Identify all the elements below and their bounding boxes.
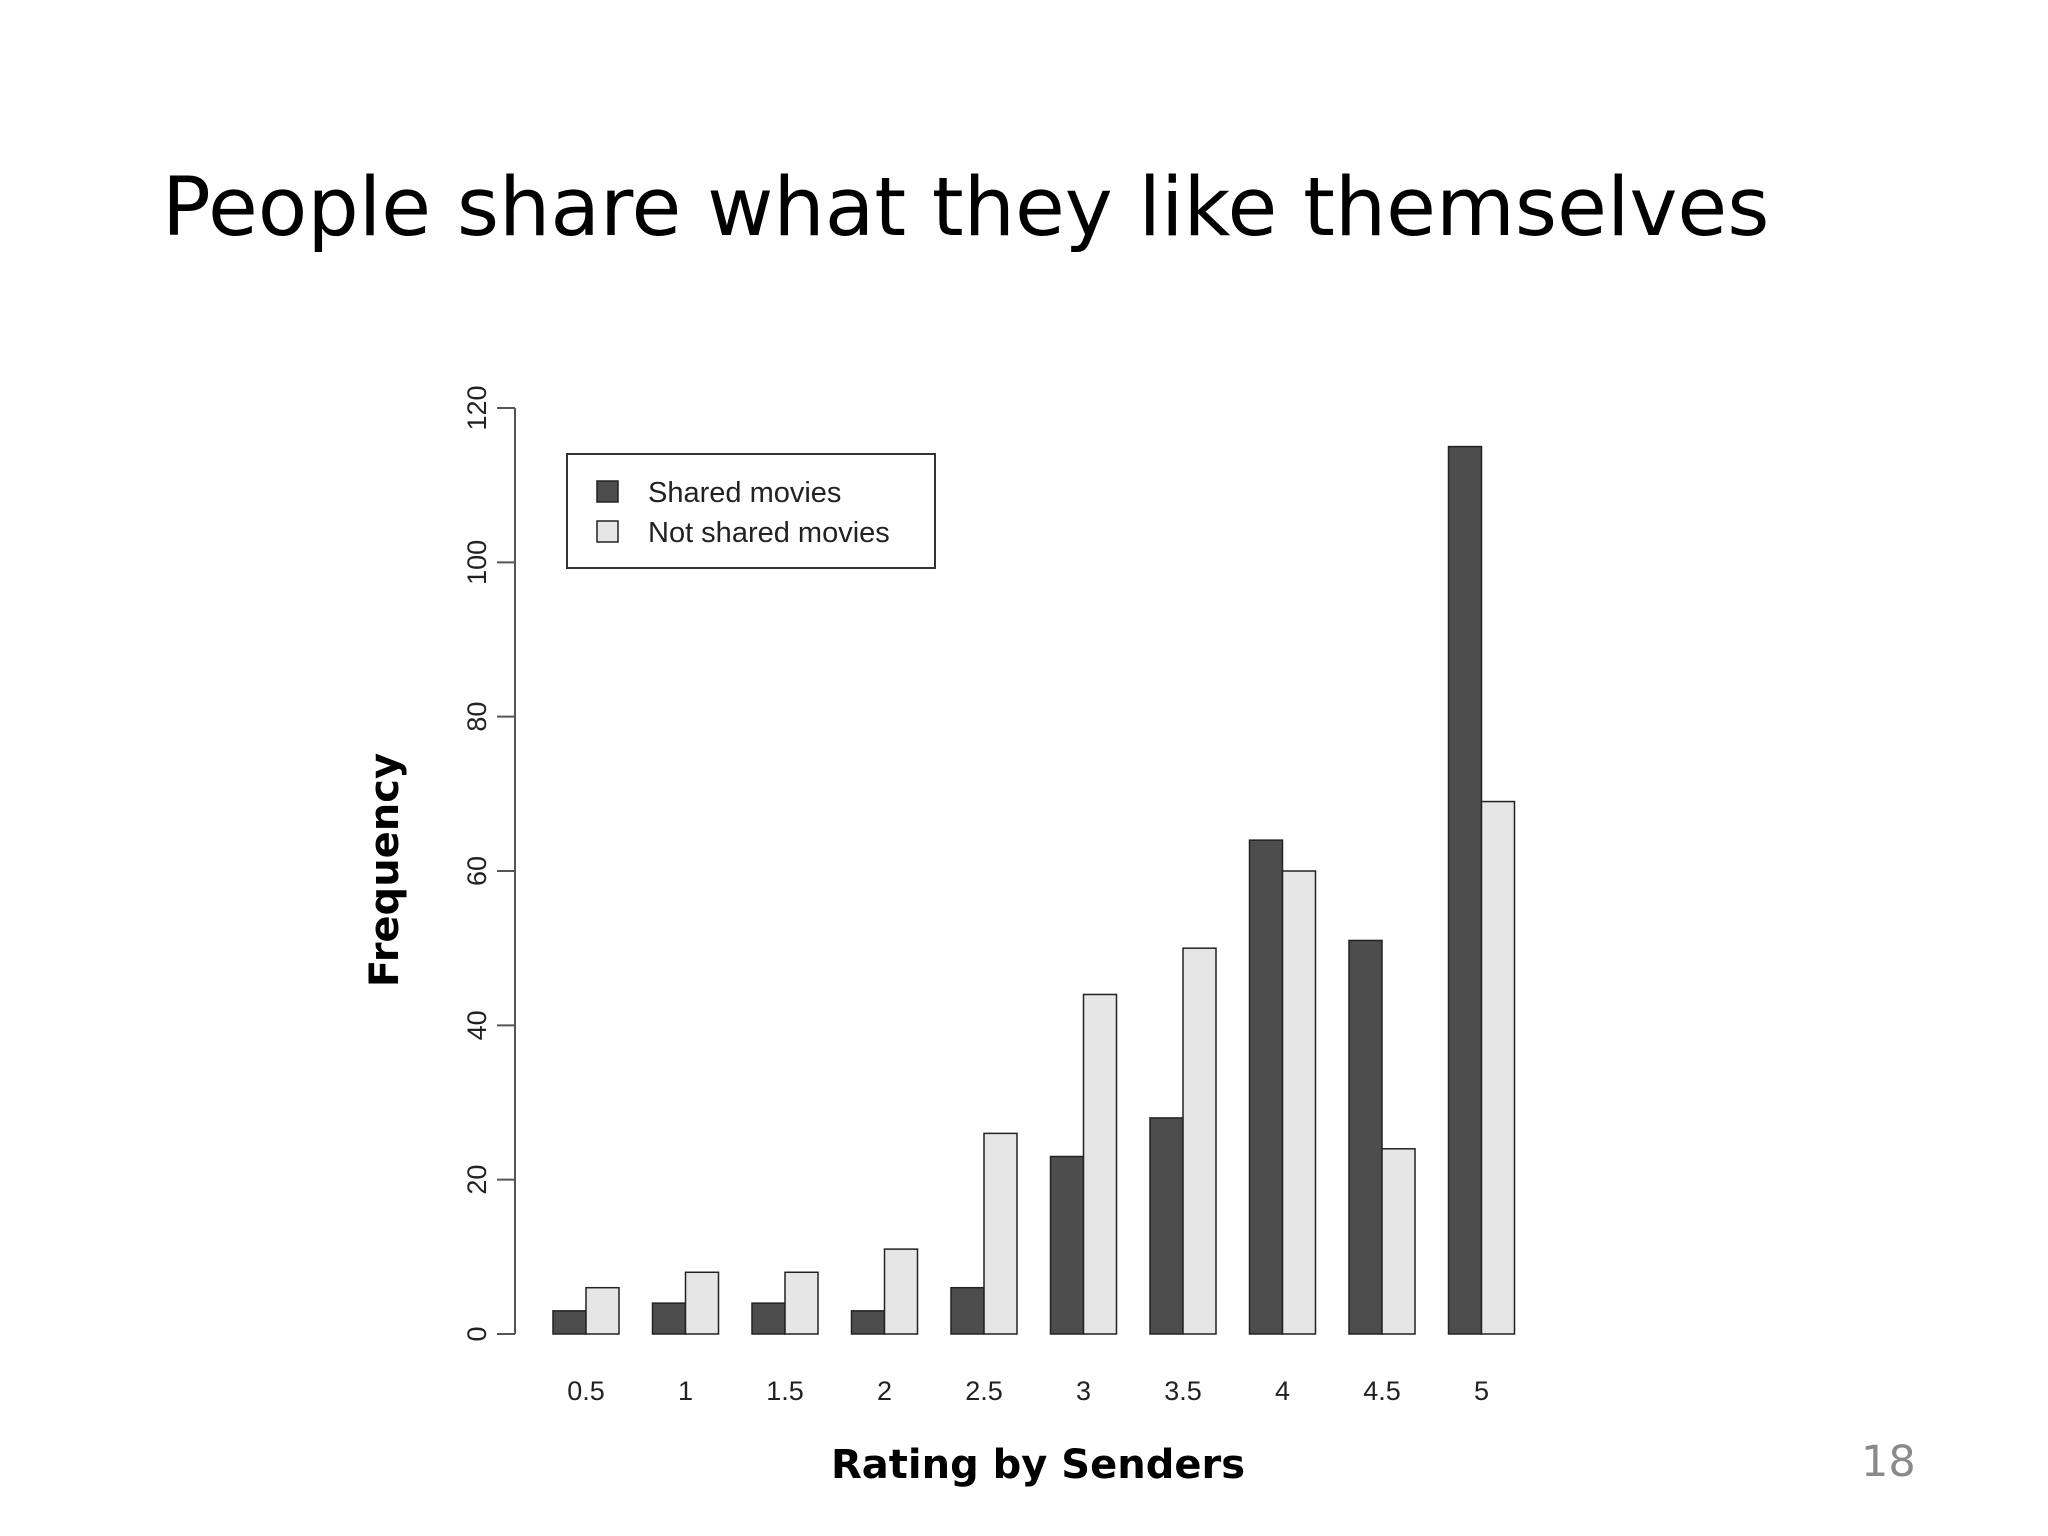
bar-not-shared-3.5: [1182, 947, 1217, 1335]
bar-shared-5: [1447, 445, 1483, 1335]
bar-not-shared-0.5: [585, 1286, 620, 1335]
y-tick-label: 120: [462, 385, 492, 430]
bar-not-shared-2.5: [983, 1132, 1018, 1335]
x-axis-label: Rating by Senders: [830, 1442, 1246, 1488]
x-tick-label: 5: [1474, 1376, 1489, 1406]
x-tick-label: 3.5: [1164, 1376, 1202, 1406]
bars: [552, 445, 1516, 1335]
x-tick-label: 1: [678, 1376, 693, 1406]
legend-label-shared: Shared movies: [648, 477, 841, 509]
bar-not-shared-1: [684, 1271, 720, 1335]
bar-not-shared-4.5: [1381, 1148, 1416, 1335]
bar-shared-3: [1049, 1155, 1085, 1335]
legend-swatch-shared: [596, 480, 619, 503]
y-axis-label: Frequency: [362, 752, 408, 988]
x-tick-label: 0.5: [567, 1376, 605, 1406]
x-tick-label: 2: [877, 1376, 892, 1406]
x-tick-label: 4: [1275, 1376, 1290, 1406]
x-tick-label: 3: [1076, 1376, 1091, 1406]
x-axis-tick-labels: 0.5 1 1.5 2 2.5 3 3.5 4 4.5 5: [567, 1376, 1489, 1406]
bar-shared-4.5: [1348, 939, 1383, 1335]
y-tick-label: 0: [462, 1326, 492, 1341]
bar-not-shared-5: [1480, 800, 1516, 1335]
bar-shared-4: [1248, 839, 1284, 1335]
bar-shared-1.5: [751, 1302, 786, 1335]
x-tick-label: 1.5: [766, 1376, 804, 1406]
page-number: 18: [1861, 1437, 1916, 1487]
legend: Shared movies Not shared movies: [566, 453, 936, 569]
slide-title: People share what they like themselves: [162, 161, 1770, 255]
legend-swatch-not-shared: [596, 520, 619, 543]
bar-shared-1: [651, 1302, 687, 1335]
x-tick-label: 4.5: [1363, 1376, 1401, 1406]
bar-shared-2: [850, 1310, 886, 1335]
legend-label-not-shared: Not shared movies: [648, 517, 890, 549]
bar-shared-2.5: [950, 1286, 985, 1335]
y-tick-label: 20: [462, 1165, 492, 1195]
legend-box: [566, 453, 936, 569]
bar-shared-0.5: [552, 1310, 587, 1335]
bar-not-shared-2: [883, 1248, 919, 1335]
bar-not-shared-4: [1281, 870, 1317, 1335]
bar-shared-3.5: [1149, 1117, 1184, 1335]
bar-not-shared-1.5: [784, 1271, 819, 1335]
y-tick-label: 80: [462, 702, 492, 732]
y-tick-label: 40: [462, 1010, 492, 1040]
y-tick-label: 100: [462, 540, 492, 585]
y-axis-ticks: 0 20 40 60 80 100 120: [462, 385, 515, 1342]
y-tick-label: 60: [462, 856, 492, 886]
x-tick-label: 2.5: [965, 1376, 1003, 1406]
bar-not-shared-3: [1082, 993, 1118, 1335]
